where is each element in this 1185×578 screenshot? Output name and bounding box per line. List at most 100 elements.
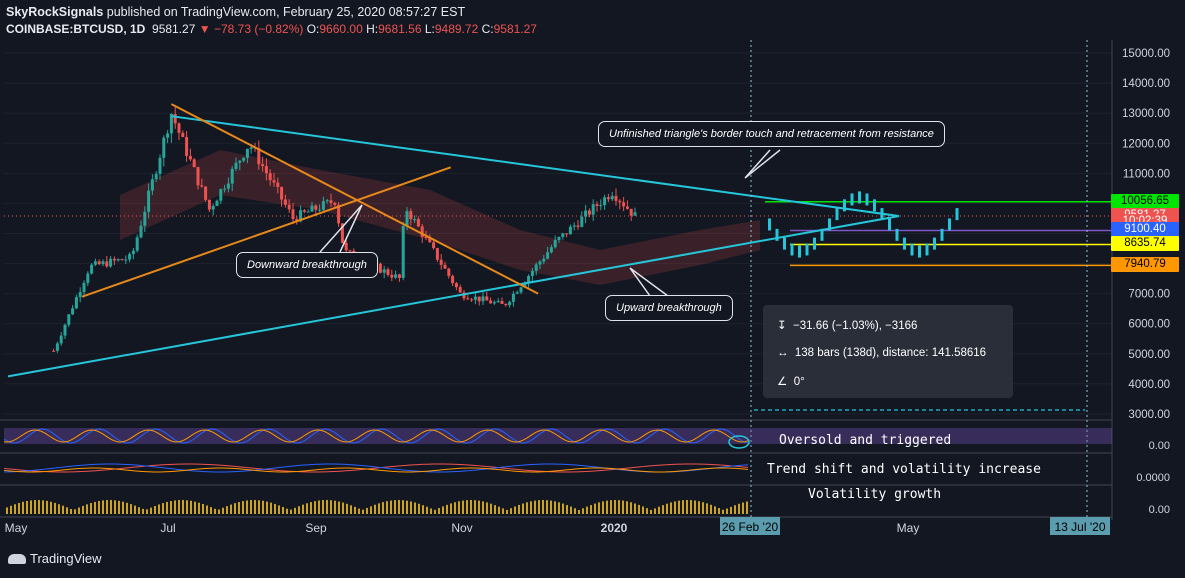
candle-body [546,252,550,259]
volatility-bar [430,508,432,514]
volatility-bar [170,501,172,514]
label-volatility: Volatility growth [808,487,942,502]
ohlc-legend: COINBASE:BTCUSD, 1D 9581.27 ▼ −78.73 (−0… [6,22,537,36]
annotation-downward[interactable]: Downward breakthrough [236,252,378,278]
sub-axis-label: 0.00 [1149,440,1170,452]
candle-body [489,300,493,304]
y-tick-label: 15000.00 [1122,48,1170,60]
x-tick-label: May [897,521,920,535]
x-tick-label: Nov [451,521,472,535]
candle-body [397,274,401,278]
volatility-bar [270,502,272,514]
volatility-bar [66,507,68,514]
volatility-bar [498,506,500,514]
projection-bar [955,208,959,221]
candle-body [245,148,249,158]
volatility-bar [522,503,524,514]
volatility-bar [122,501,124,514]
volatility-bar [282,506,284,514]
volatility-bar [686,500,688,514]
candle-body [314,205,318,210]
candle-body [390,274,394,278]
candle-body [188,155,192,160]
candle-body [181,132,185,138]
candle-body [272,180,276,183]
volatility-bar [206,505,208,514]
candle-body [439,259,443,265]
projection-bar [820,228,824,241]
candle-body [625,206,629,209]
volatility-bar [114,500,116,514]
volatility-bar [586,506,588,514]
candle-body [150,179,154,191]
candle-body [386,269,390,275]
volatility-bar [190,500,192,514]
volatility-bar [186,500,188,514]
volatility-bar [726,508,728,514]
projection-bar [873,199,876,212]
annotation-upward[interactable]: Upward breakthrough [605,295,733,321]
candle-body [337,204,341,224]
volatility-bar [386,501,388,514]
oversold-marker [728,435,750,449]
volatility-bar [194,501,196,514]
low-value: 9489.72 [434,22,479,36]
publish-info: SkyRockSignals published on TradingView.… [6,5,465,19]
tradingview-logo[interactable]: TradingView [8,551,102,566]
candle-body [496,300,500,303]
candle-body [147,190,151,212]
candle-body [622,202,626,207]
volatility-bar [370,506,372,514]
volatility-bar [18,502,20,514]
candle-body [466,298,470,300]
candle-body [93,261,97,265]
candle-body [177,123,181,133]
volatility-bar [218,509,220,514]
candle-body [557,237,561,240]
candle-body [101,261,105,265]
volatility-bar [458,501,460,514]
candle-body [599,205,603,207]
volatility-bar [198,502,200,514]
time-tag [1050,517,1110,535]
volatility-bar [526,502,528,514]
volatility-bar [246,500,248,514]
volatility-bar [398,500,400,514]
volatility-bar [302,504,304,514]
projection-bar [790,243,794,256]
volatility-bar [694,500,696,514]
candle-body [432,242,436,249]
candle-body [568,226,572,235]
candle-body [116,259,120,261]
volatility-bar [118,500,120,514]
y-tick-label: 6000.00 [1128,319,1170,331]
volatility-bar [594,503,596,514]
publisher-name[interactable]: SkyRockSignals [6,5,104,19]
ichimoku-cloud [120,150,760,285]
volatility-bar [154,505,156,514]
candle-body [629,208,633,216]
projection-bar [850,193,854,206]
volatility-bar [310,502,312,514]
candle-body [97,261,101,265]
annotation-triangle[interactable]: Unfinished triangle's border touch and r… [598,121,945,147]
volatility-bar [258,500,260,514]
volatility-bar [134,505,136,514]
projection-bar [933,237,936,250]
candle-body [500,300,504,304]
candle-body [443,264,447,269]
projection-bar [940,228,944,241]
candle-body [71,308,75,315]
candle-body [105,261,109,267]
high-value: 9681.56 [378,22,422,36]
candle-body [340,223,344,243]
candle-body [321,201,325,210]
volatility-bar [242,501,244,514]
volatility-bar [570,506,572,514]
measure-tooltip: ↧ −31.66 (−1.03%), −3166 ↔ 138 bars (138… [763,305,1013,398]
symbol-label[interactable]: COINBASE:BTCUSD, 1D [6,22,146,36]
volatility-bar [446,504,448,514]
candle-body [264,166,268,174]
orange-support-line [81,166,452,298]
